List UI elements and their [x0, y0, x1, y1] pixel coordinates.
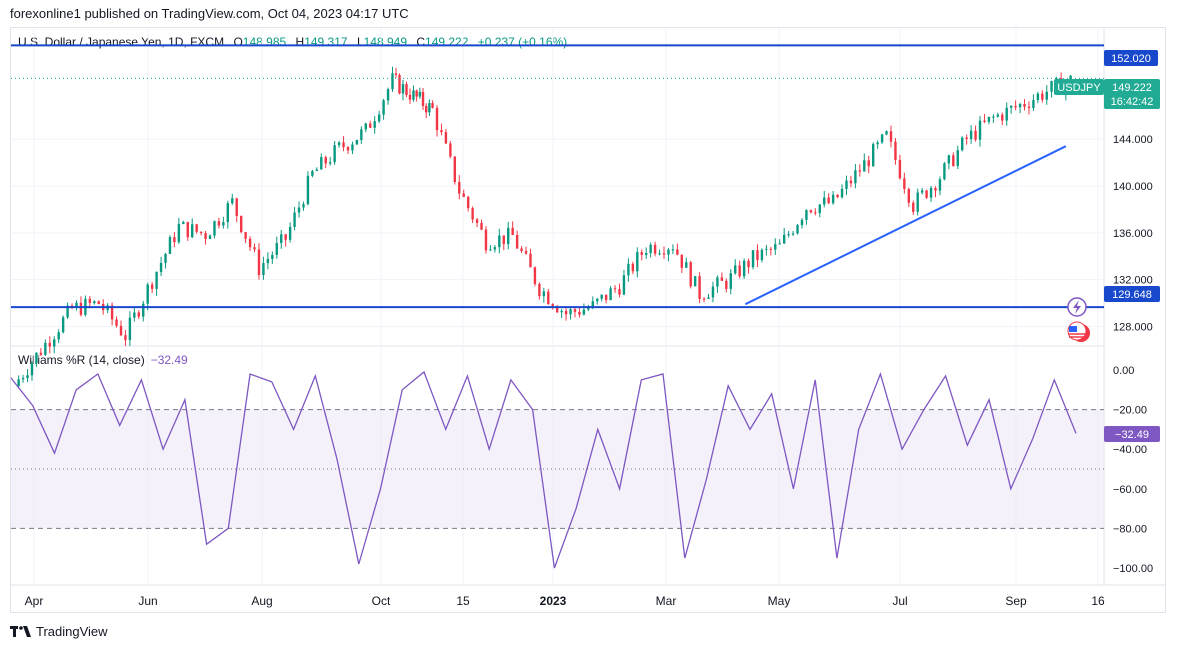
- footer-brand-label: TradingView: [36, 624, 108, 639]
- low-value: 148.949: [363, 35, 408, 49]
- tradingview-logo-icon: [10, 625, 31, 637]
- open-label: O: [233, 35, 243, 49]
- open-value: 148.985: [242, 35, 287, 49]
- close-value: 149.222: [425, 35, 469, 49]
- indicator-name: Williams %R (14, close): [18, 353, 145, 367]
- publisher-line: forexonline1 published on TradingView.co…: [10, 6, 409, 21]
- high-value: 149.317: [304, 35, 348, 49]
- indicator-value: −32.49: [150, 353, 188, 367]
- low-label: L: [356, 35, 364, 49]
- indicator-legend[interactable]: Williams %R (14, close) −32.49: [18, 353, 188, 367]
- symbol-title: U.S. Dollar / Japanese Yen, 1D, FXCM: [18, 35, 225, 49]
- high-label: H: [295, 35, 305, 49]
- footer-brand[interactable]: TradingView: [10, 624, 108, 639]
- close-label: C: [416, 35, 426, 49]
- change-value: +0.237 (+0.16%): [477, 35, 568, 49]
- chart-frame: [10, 27, 1166, 613]
- price-legend[interactable]: U.S. Dollar / Japanese Yen, 1D, FXCM O14…: [18, 35, 567, 49]
